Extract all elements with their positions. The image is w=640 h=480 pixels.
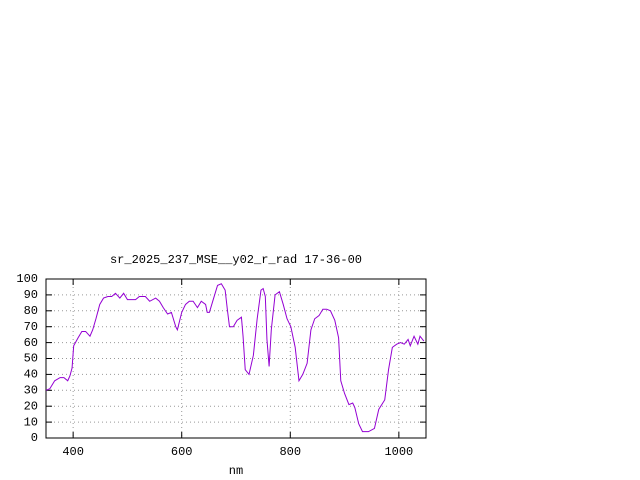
y-tick-label: 50 (24, 352, 38, 366)
x-tick-label: 1000 (384, 445, 413, 459)
y-tick-label: 20 (24, 399, 38, 413)
y-tick-label: 0 (31, 431, 38, 445)
x-tick-label: 600 (171, 445, 193, 459)
chart-title: sr_2025_237_MSE__y02_r_rad 17-36-00 (110, 253, 362, 267)
x-axis-label: nm (229, 464, 243, 478)
y-tick-label: 70 (24, 320, 38, 334)
x-tick-label: 400 (62, 445, 84, 459)
y-tick-label: 40 (24, 368, 38, 382)
data-line (45, 283, 425, 433)
x-tick-label: 800 (279, 445, 301, 459)
y-tick-label: 60 (24, 336, 38, 350)
y-tick-label: 10 (24, 415, 38, 429)
y-tick-label: 90 (24, 288, 38, 302)
plot-border (45, 278, 427, 439)
y-tick-label: 30 (24, 383, 38, 397)
y-tick-label: 100 (16, 272, 38, 286)
y-tick-label: 80 (24, 304, 38, 318)
